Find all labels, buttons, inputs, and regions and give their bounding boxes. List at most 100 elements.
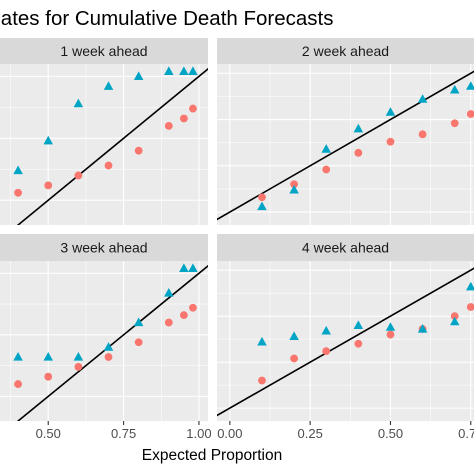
data-point-circle [354, 148, 363, 157]
data-point-triangle [179, 263, 189, 272]
data-point-circle [44, 181, 53, 190]
facet-panel: 2 week ahead [217, 38, 474, 225]
data-point-circle [290, 354, 298, 363]
data-point-circle [134, 338, 143, 347]
data-point-triangle [417, 94, 428, 103]
facet-strip-label: 3 week ahead [60, 240, 147, 256]
data-point-circle [189, 104, 197, 113]
data-point-circle [466, 303, 474, 311]
data-point-circle [14, 380, 22, 388]
data-point-triangle [103, 81, 114, 90]
x-tick-label: 0.00 [217, 426, 242, 441]
x-tick-label: 0.50 [378, 426, 403, 441]
x-tick-label: 0.75 [458, 426, 474, 441]
x-tick-label: 1.00 [186, 426, 211, 441]
panel-background [217, 64, 474, 225]
data-point-circle [386, 137, 395, 146]
reference-line [16, 67, 208, 225]
data-point-triangle [133, 71, 144, 80]
facet-panel: 4 week ahead 0.00 0.25 0.50 0.75 [217, 234, 474, 441]
data-point-triangle [289, 331, 299, 341]
facet-panel: 3 week ahead 0.50 0.75 1.00 [0, 234, 212, 441]
data-point-circle [258, 193, 266, 202]
data-point-circle [134, 146, 143, 155]
facet-panel: 1 week ahead [0, 38, 208, 225]
data-point-circle [189, 303, 197, 312]
facet-strip-label: 4 week ahead [302, 240, 389, 256]
reference-line [217, 267, 474, 417]
data-point-triangle [449, 84, 460, 94]
data-point-circle [14, 188, 22, 197]
plot-area [217, 70, 474, 221]
data-point-triangle [164, 288, 174, 297]
data-point-triangle [466, 81, 474, 90]
data-point-triangle [257, 201, 267, 211]
data-point-circle [322, 165, 331, 174]
facet-strip-label: 2 week ahead [302, 43, 389, 59]
facet-strip [217, 234, 474, 261]
data-point-circle [386, 330, 395, 339]
facet-strip [0, 38, 208, 64]
panel-background [0, 261, 208, 421]
data-point-triangle [179, 66, 189, 76]
data-point-triangle [43, 352, 53, 361]
data-point-circle [44, 372, 53, 381]
data-point-circle [466, 110, 474, 118]
data-point-triangle [321, 325, 331, 335]
gridlines [0, 64, 208, 225]
data-point-triangle [164, 66, 174, 76]
facet-panels: 1 week ahead 2 week ahead 3 week ahead 0.50… [0, 38, 474, 441]
data-point-triangle [321, 144, 331, 153]
data-point-circle [322, 347, 331, 356]
data-point-circle [104, 353, 113, 361]
data-point-circle [179, 311, 188, 320]
data-point-circle [450, 312, 459, 321]
gridlines [217, 261, 474, 421]
data-point-triangle [466, 281, 474, 291]
data-point-circle [290, 180, 298, 189]
facet-strip [0, 234, 208, 261]
data-point-circle [164, 318, 173, 327]
facet-strip-label: 1 week ahead [60, 43, 147, 59]
gridlines [0, 261, 208, 421]
facet-strip [217, 38, 474, 64]
data-point-triangle [257, 336, 267, 346]
data-point-triangle [353, 320, 364, 329]
data-point-circle [104, 161, 113, 170]
data-point-triangle [449, 316, 460, 326]
data-point-triangle [385, 107, 396, 116]
data-point-circle [74, 362, 83, 371]
gridlines [217, 64, 474, 225]
data-point-triangle [43, 135, 53, 145]
data-point-circle [418, 130, 427, 139]
chart-title: Rates for Cumulative Death Forecasts [0, 7, 334, 30]
data-point-circle [258, 376, 266, 385]
data-point-triangle [188, 66, 198, 76]
data-point-triangle [417, 324, 428, 333]
data-point-triangle [188, 263, 198, 272]
plot-area [13, 66, 208, 225]
data-point-circle [450, 119, 459, 128]
panel-background [0, 64, 208, 225]
data-point-triangle [73, 352, 84, 361]
data-point-circle [74, 171, 83, 180]
data-point-circle [179, 114, 188, 123]
data-point-triangle [133, 317, 144, 327]
data-point-triangle [353, 123, 364, 133]
data-point-triangle [13, 352, 23, 361]
data-point-triangle [289, 184, 299, 194]
reference-line [217, 70, 474, 221]
data-point-triangle [13, 165, 23, 175]
x-tick-label: 0.50 [36, 426, 61, 441]
data-point-circle [354, 339, 363, 348]
x-tick-label: 0.75 [111, 426, 136, 441]
plot-area [217, 267, 474, 417]
x-tick-label: 0.25 [298, 426, 323, 441]
data-point-triangle [103, 342, 114, 351]
x-axis-title: Expected Proportion [142, 447, 282, 464]
data-point-triangle [73, 98, 84, 108]
data-point-circle [164, 122, 173, 130]
plot-area [13, 263, 208, 421]
data-point-triangle [385, 322, 396, 331]
